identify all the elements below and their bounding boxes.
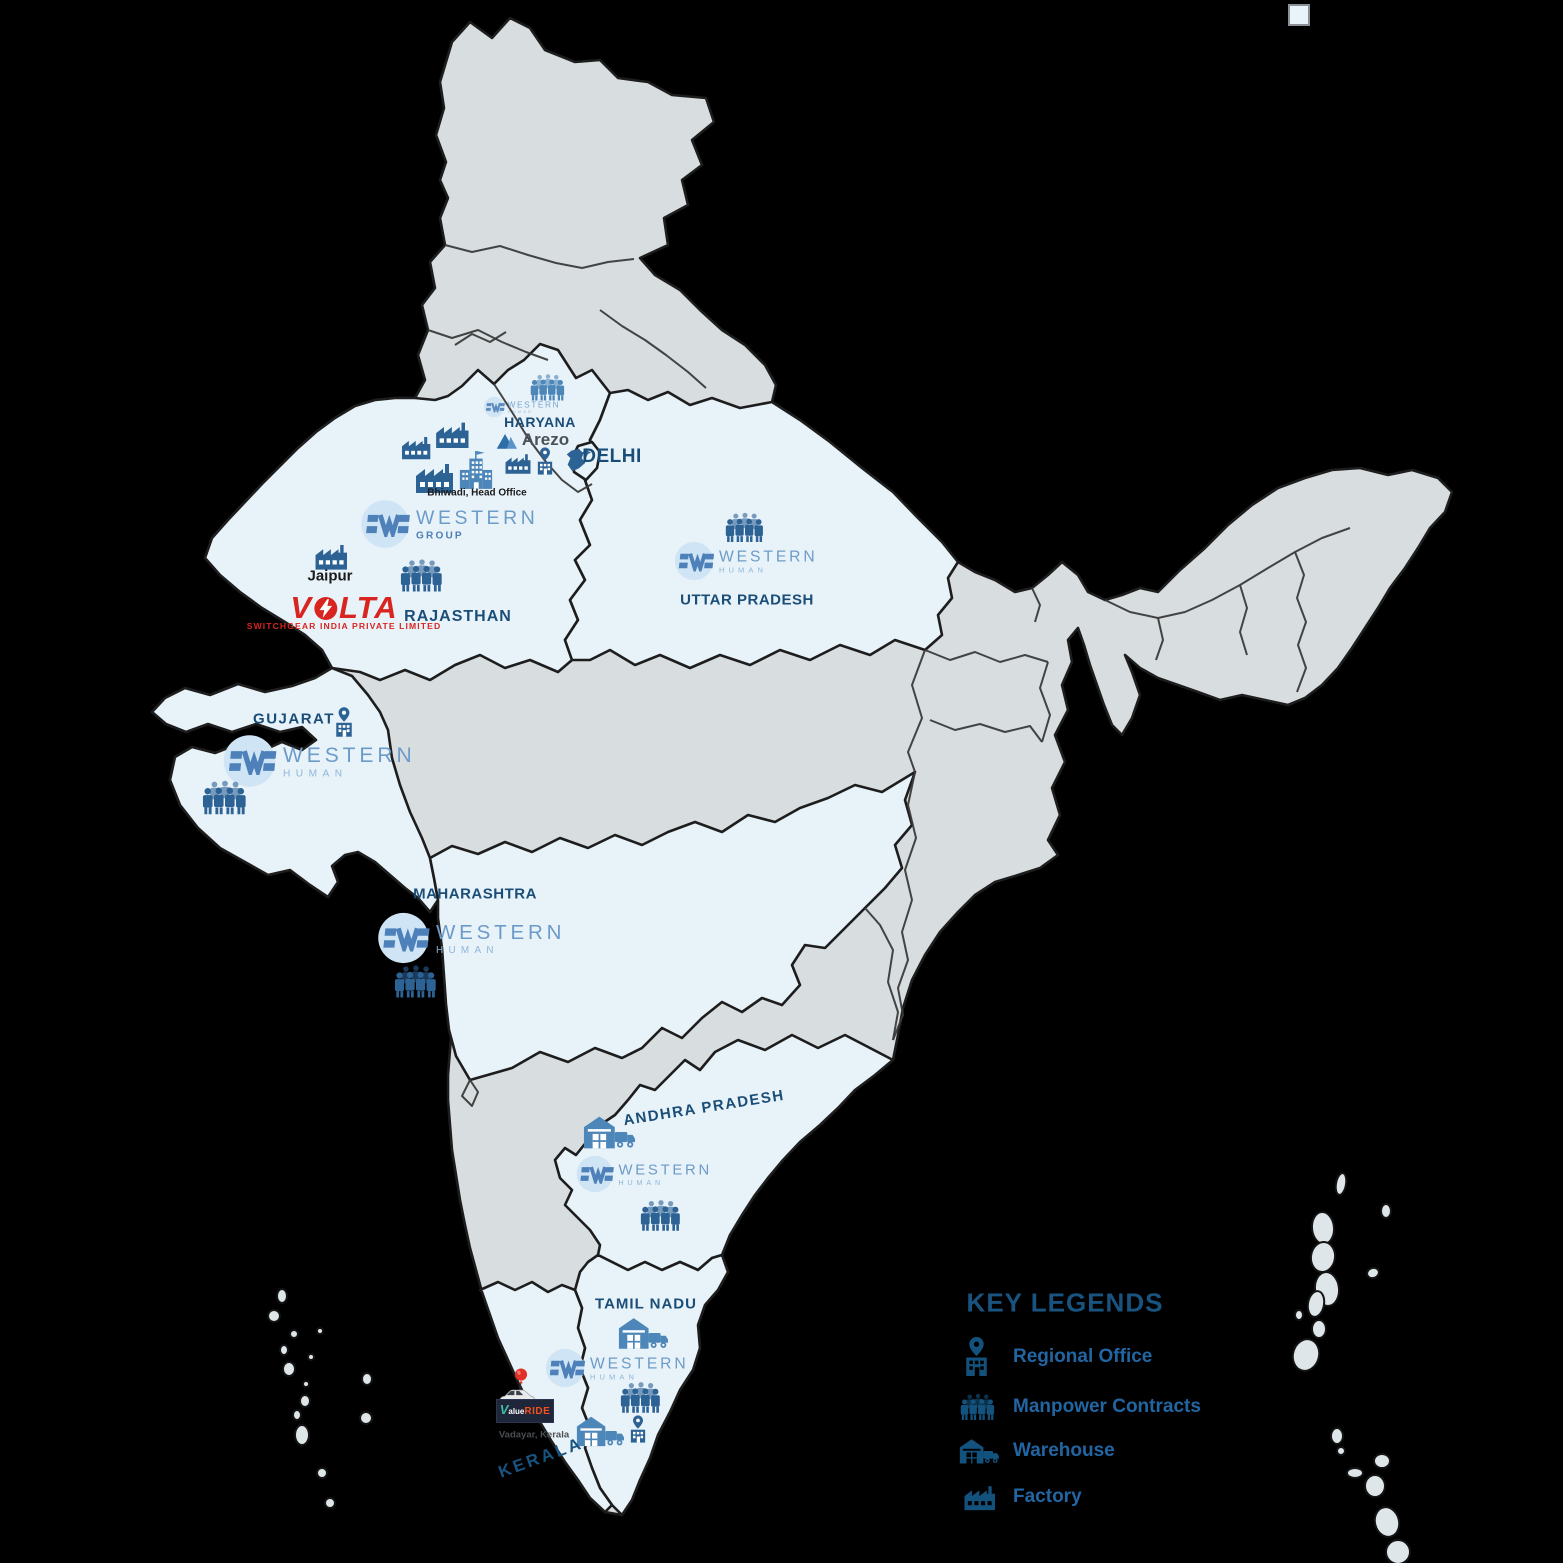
arezo-mountain-icon: [496, 433, 518, 449]
legend-item-manpower-contracts: Manpower Contracts: [960, 1392, 1201, 1421]
legend-item-warehouse: Warehouse: [959, 1437, 1115, 1465]
map-region-gujarat: [150, 666, 440, 914]
place-label-vadayar: Vadayar, Kerala: [498, 1429, 570, 1441]
state-label-uttar-pradesh: UTTAR PRADESH: [680, 591, 814, 609]
western-human-logo: WESTERN HUMAN: [378, 911, 565, 964]
volta-lightning-icon: [314, 596, 337, 620]
state-label-tamil-nadu: TAMIL NADU: [595, 1295, 697, 1313]
state-label-rajasthan: RAJASTHAN: [404, 608, 512, 625]
state-label-maharashtra: MAHARASHTRA: [413, 885, 537, 903]
factory-icon: [434, 419, 469, 449]
legend-item-label: Manpower Contracts: [1013, 1395, 1201, 1417]
warehouse-icon: [959, 1437, 999, 1465]
manpower-icon: [620, 1380, 662, 1414]
western-human-logo: WESTERN HUMAN: [545, 1348, 688, 1389]
western-w-mark-icon: [678, 551, 714, 572]
map-region-andhra-pradesh: [553, 1033, 895, 1272]
map-region-rajasthan-haryana: [203, 342, 612, 682]
head-office-building-icon: [458, 449, 494, 489]
state-label-gujarat: GUJARAT: [253, 710, 335, 728]
western-w-mark-icon: [366, 511, 411, 537]
western-human-logo: WESTERN HUMAN: [483, 396, 560, 418]
place-label-bhiwadi: Bhiwadi, Head Office: [427, 487, 527, 499]
legend-item-label: Warehouse: [1013, 1440, 1115, 1461]
factory-icon: [504, 452, 531, 475]
warehouse-icon: [576, 1414, 624, 1448]
western-w-mark-icon: [383, 924, 430, 951]
legend-item-label: Regional Office: [1013, 1345, 1153, 1367]
manpower-icon: [202, 779, 248, 816]
legend-item-factory: Factory: [962, 1483, 1082, 1511]
lakshadweep-islands: [267, 1288, 373, 1509]
western-human-logo: WESTERN HUMAN: [576, 1155, 712, 1194]
western-group-logo: WESTERN GROUP: [361, 499, 539, 549]
volta-tagline: SWITCHGEAR INDIA PRIVATE LIMITED: [246, 621, 442, 631]
manpower-icon: [394, 964, 438, 999]
state-label-delhi: DELHI: [582, 446, 642, 467]
manpower-contracts-icon: [960, 1392, 996, 1421]
factory-icon: [313, 542, 347, 571]
western-w-mark-icon: [549, 1358, 585, 1379]
regional-office-icon: [628, 1415, 648, 1444]
manpower-icon: [725, 511, 765, 543]
regional-office-icon: [535, 447, 555, 476]
legend-item-regional-office: Regional Office: [962, 1336, 1152, 1377]
state-label-haryana: HARYANA: [504, 414, 576, 430]
volta-logo: V LTA: [290, 590, 398, 625]
western-w-mark-icon: [228, 747, 276, 775]
factory-icon: [400, 434, 431, 460]
andaman-nicobar-islands: [1291, 1172, 1411, 1563]
corner-swatch: [1288, 4, 1310, 26]
warehouse-icon: [618, 1315, 668, 1351]
map-region-maharashtra: [428, 770, 917, 1082]
state-border-lines: [427, 244, 1351, 1107]
western-human-logo: WESTERN HUMAN: [674, 541, 817, 582]
western-human-logo: WESTERN HUMAN: [223, 734, 415, 789]
manpower-icon: [640, 1198, 682, 1232]
place-label-jaipur: Jaipur: [307, 567, 353, 585]
legend-title: KEY LEGENDS: [966, 1287, 1164, 1318]
regional-office-icon: [962, 1336, 991, 1377]
map-region-kerala: [478, 1280, 614, 1514]
arezo-logo: Arezo: [495, 430, 569, 450]
legend-item-label: Factory: [1013, 1486, 1082, 1507]
manpower-icon: [400, 558, 444, 593]
western-w-mark-icon: [486, 401, 505, 412]
western-w-mark-icon: [580, 1164, 614, 1184]
factory-icon: [962, 1483, 995, 1511]
